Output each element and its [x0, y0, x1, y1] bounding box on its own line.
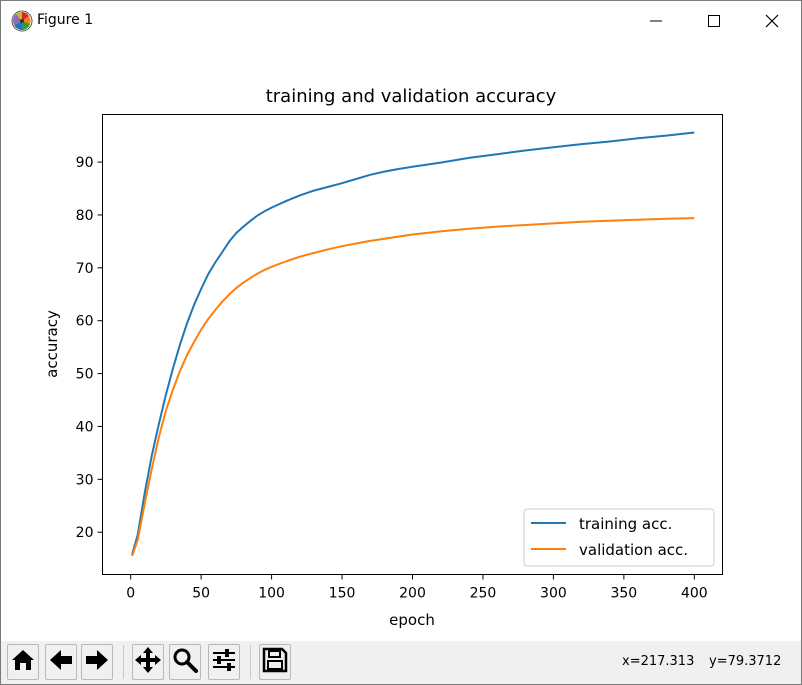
y-tick-label: 80 [76, 208, 94, 224]
cursor-y-readout: y=79.3712 [709, 654, 782, 669]
x-tick-label: 400 [681, 586, 708, 602]
y-axis: 20 30 40 50 60 70 80 90 [76, 155, 103, 541]
x-tick-label: 350 [610, 586, 637, 602]
sliders-icon [211, 647, 237, 677]
home-icon [10, 647, 36, 677]
subplots-button[interactable] [208, 644, 240, 680]
maximize-icon [708, 15, 720, 27]
x-tick-label: 250 [470, 586, 497, 602]
plot-area[interactable] [102, 114, 723, 575]
legend: training acc. validation acc. [523, 508, 715, 567]
y-tick-label: 50 [76, 367, 94, 383]
y-tick-label: 60 [76, 314, 94, 330]
back-button[interactable] [45, 644, 77, 680]
y-tick-label: 70 [76, 261, 94, 277]
navigation-toolbar: x=217.313 y=79.3712 [1, 641, 801, 684]
close-icon [765, 14, 779, 28]
x-tick-label: 0 [126, 586, 135, 602]
y-tick-label: 90 [76, 155, 94, 171]
home-button[interactable] [7, 644, 39, 680]
zoom-button[interactable] [169, 644, 201, 680]
arrow-left-icon [48, 647, 74, 677]
chart-title: training and validation accuracy [266, 86, 557, 107]
y-tick-label: 20 [76, 525, 94, 541]
legend-label-validation: validation acc. [579, 541, 688, 559]
y-axis-label: accuracy [43, 310, 61, 378]
legend-box [523, 508, 715, 567]
save-button[interactable] [259, 644, 291, 680]
matplotlib-logo-icon [11, 10, 33, 32]
validation-acc-line [131, 217, 695, 557]
maximize-button[interactable] [685, 1, 743, 41]
toolbar-separator [123, 645, 124, 679]
series-lines [131, 131, 695, 557]
y-tick-label: 30 [76, 472, 94, 488]
x-axis: 0 50 100 150 200 250 300 350 400 [126, 574, 708, 602]
figure-canvas[interactable]: training and validation accuracy 20 30 40 5… [1, 41, 801, 641]
minimize-button[interactable] [627, 1, 685, 41]
accuracy-chart[interactable]: training and validation accuracy 20 30 40 5… [1, 41, 801, 641]
window-title: Figure 1 [37, 12, 94, 28]
arrow-right-icon [84, 647, 110, 677]
move-icon [134, 646, 162, 678]
cursor-x-readout: x=217.313 [622, 654, 695, 669]
minimize-icon [650, 15, 662, 27]
forward-button[interactable] [81, 644, 113, 680]
x-tick-label: 150 [329, 586, 356, 602]
y-tick-label: 40 [76, 419, 94, 435]
x-axis-label: epoch [389, 611, 435, 629]
legend-label-training: training acc. [579, 515, 672, 533]
x-tick-label: 50 [192, 586, 210, 602]
close-button[interactable] [743, 1, 801, 41]
pan-button[interactable] [132, 644, 164, 680]
x-tick-label: 100 [258, 586, 285, 602]
magnifier-icon [172, 647, 198, 677]
x-tick-label: 300 [540, 586, 567, 602]
x-tick-label: 200 [399, 586, 426, 602]
title-bar[interactable]: Figure 1 [1, 1, 801, 41]
training-acc-line [131, 131, 695, 555]
toolbar-separator [250, 645, 251, 679]
floppy-icon [262, 647, 288, 677]
